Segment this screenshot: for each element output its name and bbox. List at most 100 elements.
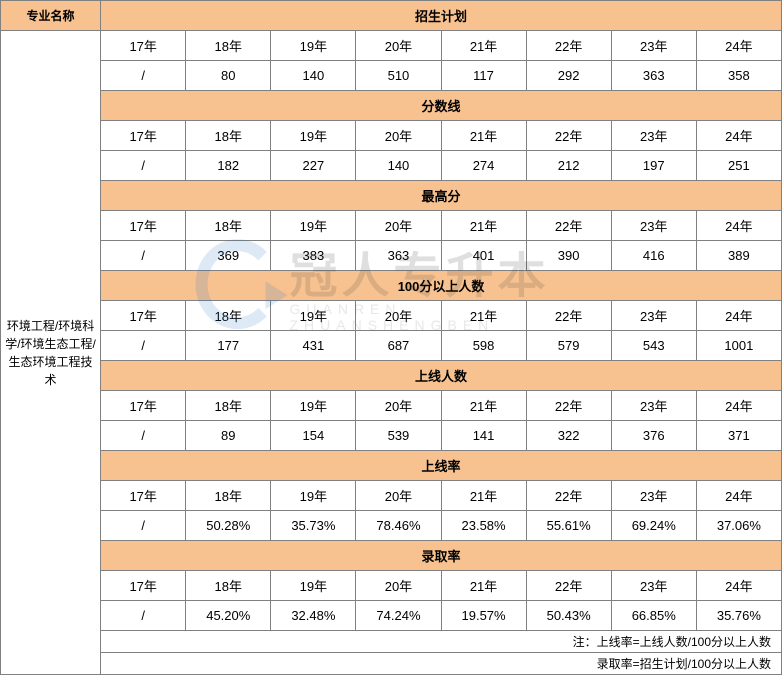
data-cell: 182 bbox=[186, 151, 271, 181]
year-header: 19年 bbox=[271, 571, 356, 601]
year-header: 17年 bbox=[101, 571, 186, 601]
year-header: 20年 bbox=[356, 31, 441, 61]
year-header: 22年 bbox=[526, 121, 611, 151]
year-header: 20年 bbox=[356, 211, 441, 241]
data-cell: / bbox=[101, 241, 186, 271]
year-header: 24年 bbox=[696, 121, 781, 151]
data-cell: 23.58% bbox=[441, 511, 526, 541]
year-header: 21年 bbox=[441, 481, 526, 511]
data-cell: 598 bbox=[441, 331, 526, 361]
data-cell: / bbox=[101, 331, 186, 361]
year-header: 19年 bbox=[271, 211, 356, 241]
data-cell: 117 bbox=[441, 61, 526, 91]
data-cell: 141 bbox=[441, 421, 526, 451]
year-header: 17年 bbox=[101, 301, 186, 331]
year-header: 24年 bbox=[696, 301, 781, 331]
data-cell: / bbox=[101, 151, 186, 181]
section-header: 招生计划 bbox=[101, 1, 782, 31]
data-cell: 292 bbox=[526, 61, 611, 91]
year-header: 18年 bbox=[186, 121, 271, 151]
data-cell: 579 bbox=[526, 331, 611, 361]
data-cell: 358 bbox=[696, 61, 781, 91]
data-cell: 140 bbox=[356, 151, 441, 181]
data-cell: 74.24% bbox=[356, 601, 441, 631]
year-header: 18年 bbox=[186, 571, 271, 601]
data-cell: 363 bbox=[611, 61, 696, 91]
year-header: 17年 bbox=[101, 391, 186, 421]
year-header: 20年 bbox=[356, 481, 441, 511]
year-header: 19年 bbox=[271, 31, 356, 61]
year-header: 23年 bbox=[611, 481, 696, 511]
year-header: 21年 bbox=[441, 211, 526, 241]
data-cell: 227 bbox=[271, 151, 356, 181]
year-header: 23年 bbox=[611, 211, 696, 241]
data-cell: 363 bbox=[356, 241, 441, 271]
year-header: 24年 bbox=[696, 391, 781, 421]
year-header: 18年 bbox=[186, 31, 271, 61]
major-name-cell: 环境工程/环境科学/环境生态工程/生态环境工程技术 bbox=[1, 31, 101, 675]
data-cell: 376 bbox=[611, 421, 696, 451]
data-cell: 369 bbox=[186, 241, 271, 271]
data-cell: 50.43% bbox=[526, 601, 611, 631]
data-cell: 197 bbox=[611, 151, 696, 181]
data-cell: 80 bbox=[186, 61, 271, 91]
year-header: 21年 bbox=[441, 31, 526, 61]
data-cell: 45.20% bbox=[186, 601, 271, 631]
data-cell: 177 bbox=[186, 331, 271, 361]
year-header: 19年 bbox=[271, 301, 356, 331]
year-header: 17年 bbox=[101, 121, 186, 151]
year-header: 18年 bbox=[186, 391, 271, 421]
data-cell: 322 bbox=[526, 421, 611, 451]
year-header: 20年 bbox=[356, 121, 441, 151]
section-header: 上线率 bbox=[101, 451, 782, 481]
year-header: 21年 bbox=[441, 121, 526, 151]
year-header: 22年 bbox=[526, 211, 611, 241]
data-cell: 1001 bbox=[696, 331, 781, 361]
year-header: 20年 bbox=[356, 571, 441, 601]
year-header: 24年 bbox=[696, 31, 781, 61]
section-header: 分数线 bbox=[101, 91, 782, 121]
year-header: 23年 bbox=[611, 121, 696, 151]
year-header: 21年 bbox=[441, 391, 526, 421]
data-cell: 371 bbox=[696, 421, 781, 451]
data-cell: 35.73% bbox=[271, 511, 356, 541]
data-cell: / bbox=[101, 601, 186, 631]
year-header: 18年 bbox=[186, 301, 271, 331]
data-cell: 510 bbox=[356, 61, 441, 91]
year-header: 18年 bbox=[186, 211, 271, 241]
year-header: 20年 bbox=[356, 391, 441, 421]
year-header: 23年 bbox=[611, 31, 696, 61]
data-cell: 55.61% bbox=[526, 511, 611, 541]
year-header: 22年 bbox=[526, 301, 611, 331]
year-header: 21年 bbox=[441, 571, 526, 601]
year-header: 19年 bbox=[271, 481, 356, 511]
section-header: 上线人数 bbox=[101, 361, 782, 391]
year-header: 18年 bbox=[186, 481, 271, 511]
data-cell: 19.57% bbox=[441, 601, 526, 631]
data-cell: 212 bbox=[526, 151, 611, 181]
year-header: 17年 bbox=[101, 31, 186, 61]
section-header: 最高分 bbox=[101, 181, 782, 211]
data-cell: 32.48% bbox=[271, 601, 356, 631]
footnote: 注：上线率=上线人数/100分以上人数 bbox=[101, 631, 782, 653]
data-cell: 89 bbox=[186, 421, 271, 451]
year-header: 23年 bbox=[611, 301, 696, 331]
data-cell: 251 bbox=[696, 151, 781, 181]
section-header: 录取率 bbox=[101, 541, 782, 571]
data-cell: 35.76% bbox=[696, 601, 781, 631]
data-cell: 140 bbox=[271, 61, 356, 91]
data-cell: 66.85% bbox=[611, 601, 696, 631]
data-cell: 154 bbox=[271, 421, 356, 451]
data-cell: / bbox=[101, 421, 186, 451]
data-cell: 390 bbox=[526, 241, 611, 271]
data-cell: 50.28% bbox=[186, 511, 271, 541]
data-cell: 401 bbox=[441, 241, 526, 271]
year-header: 24年 bbox=[696, 571, 781, 601]
year-header: 24年 bbox=[696, 481, 781, 511]
footnote: 录取率=招生计划/100分以上人数 bbox=[101, 653, 782, 675]
data-cell: 383 bbox=[271, 241, 356, 271]
year-header: 22年 bbox=[526, 481, 611, 511]
year-header: 22年 bbox=[526, 391, 611, 421]
data-cell: 274 bbox=[441, 151, 526, 181]
data-cell: / bbox=[101, 511, 186, 541]
